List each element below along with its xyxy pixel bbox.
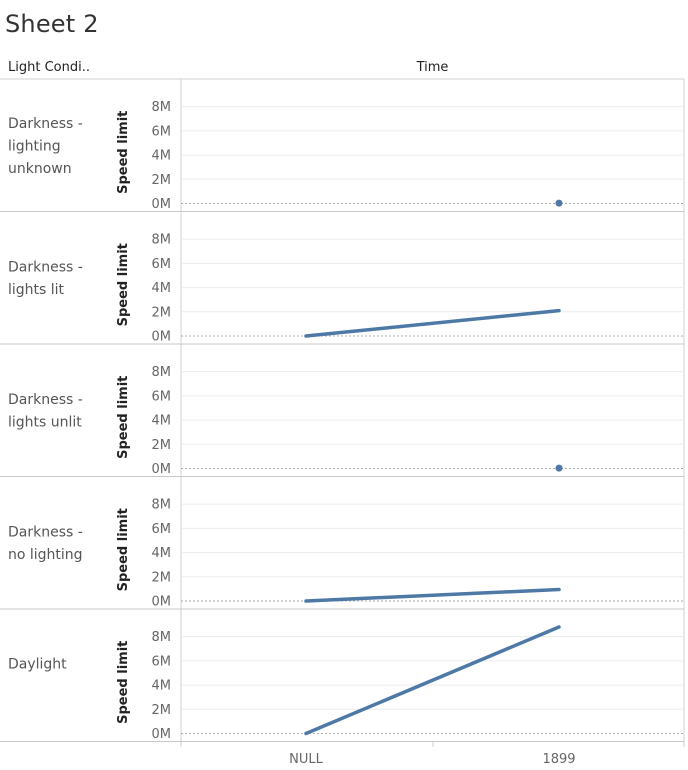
y-tick-label: 6M xyxy=(152,654,172,669)
series-line[interactable] xyxy=(304,625,561,736)
series-point[interactable] xyxy=(555,199,563,207)
y-tick-label: 0M xyxy=(152,727,172,742)
row-label-line: Daylight xyxy=(8,656,67,672)
y-tick-label: 6M xyxy=(152,257,172,272)
y-axis-title: Speed limit xyxy=(116,376,131,459)
sheet-title: Sheet 2 xyxy=(5,10,99,38)
row-label-line: Darkness - xyxy=(8,392,83,408)
y-axis-title: Speed limit xyxy=(116,641,131,724)
series-point[interactable] xyxy=(555,464,563,472)
y-tick-label: 0M xyxy=(152,330,172,345)
row-label-line: no lighting xyxy=(8,547,83,563)
row-label-line: lights lit xyxy=(8,282,65,298)
y-tick-label: 4M xyxy=(152,149,172,164)
y-tick-label: 2M xyxy=(152,703,172,718)
y-tick-label: 2M xyxy=(152,305,172,320)
y-tick-label: 2M xyxy=(152,438,172,453)
row-field-header[interactable]: Light Condi.. xyxy=(8,60,90,75)
y-tick-label: 8M xyxy=(152,498,172,513)
y-axis-title: Speed limit xyxy=(116,508,131,591)
y-tick-label: 0M xyxy=(152,197,172,212)
row-label-line: Darkness - xyxy=(8,525,83,541)
y-tick-label: 8M xyxy=(152,100,172,115)
row-label-line: lighting xyxy=(8,138,61,154)
y-tick-label: 2M xyxy=(152,570,172,585)
series-line[interactable] xyxy=(304,308,561,338)
row-label-line: Darkness - xyxy=(8,260,83,276)
y-axis-title: Speed limit xyxy=(116,111,131,194)
y-tick-label: 2M xyxy=(152,173,172,188)
x-tick-label: NULL xyxy=(289,752,323,767)
y-tick-label: 6M xyxy=(152,124,172,139)
row-label-line: unknown xyxy=(8,161,72,177)
y-tick-label: 4M xyxy=(152,546,172,561)
x-tick-label: 1899 xyxy=(542,752,575,767)
row-label-line: Darkness - xyxy=(8,116,83,132)
y-tick-label: 8M xyxy=(152,233,172,248)
y-tick-label: 0M xyxy=(152,595,172,610)
y-tick-label: 4M xyxy=(152,414,172,429)
y-tick-label: 4M xyxy=(152,679,172,694)
y-tick-label: 4M xyxy=(152,281,172,296)
y-axis-title: Speed limit xyxy=(116,243,131,326)
y-tick-label: 0M xyxy=(152,462,172,477)
y-tick-label: 6M xyxy=(152,522,172,537)
series-line[interactable] xyxy=(304,587,561,603)
column-field-header[interactable]: Time xyxy=(416,60,449,75)
y-tick-label: 6M xyxy=(152,389,172,404)
y-tick-label: 8M xyxy=(152,365,172,380)
row-label-line: lights unlit xyxy=(8,415,82,431)
y-tick-label: 8M xyxy=(152,630,172,645)
